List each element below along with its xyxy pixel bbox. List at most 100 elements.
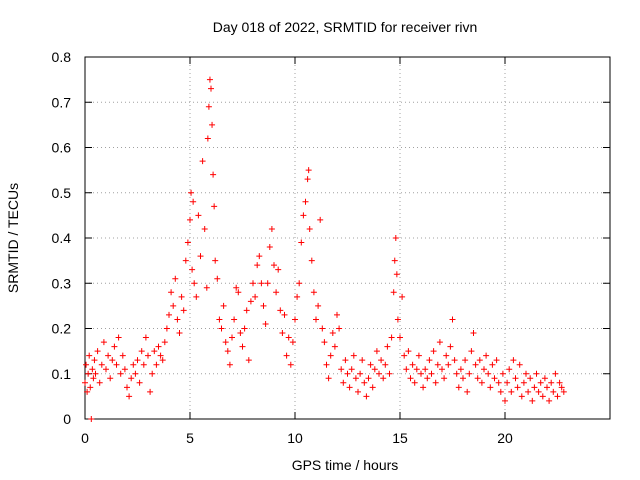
data-point xyxy=(539,393,546,400)
data-point xyxy=(214,275,221,282)
data-point xyxy=(323,361,330,368)
data-point xyxy=(222,339,229,346)
data-point xyxy=(382,361,389,368)
data-point xyxy=(124,384,130,391)
data-point xyxy=(113,361,120,368)
data-point xyxy=(457,366,464,373)
data-point xyxy=(266,244,273,251)
data-point xyxy=(474,375,481,382)
data-point xyxy=(89,366,96,373)
data-point xyxy=(472,361,479,368)
data-point xyxy=(523,370,529,377)
data-point xyxy=(233,284,240,291)
data-point xyxy=(296,280,303,287)
data-point xyxy=(331,343,338,350)
data-point xyxy=(371,366,378,373)
data-point xyxy=(428,370,435,377)
data-point xyxy=(262,320,269,327)
data-point xyxy=(529,397,536,404)
y-tick-label: 0 xyxy=(63,411,71,427)
data-point xyxy=(315,302,322,309)
data-point xyxy=(413,366,420,373)
data-point xyxy=(386,370,393,377)
data-point xyxy=(546,397,553,404)
data-point xyxy=(439,366,445,373)
data-point xyxy=(103,366,109,373)
x-tick-label: 0 xyxy=(81,430,89,446)
data-point xyxy=(84,388,91,395)
data-point xyxy=(206,76,213,83)
data-point xyxy=(415,352,422,359)
data-point xyxy=(531,384,538,391)
data-point xyxy=(516,361,523,368)
data-point xyxy=(180,307,187,314)
data-point xyxy=(199,158,206,165)
data-point xyxy=(363,393,370,400)
data-point xyxy=(211,203,218,210)
data-point xyxy=(245,357,252,364)
data-point xyxy=(190,198,197,205)
data-point xyxy=(552,370,559,377)
data-point xyxy=(281,311,288,318)
data-point xyxy=(397,334,403,341)
data-point xyxy=(443,352,450,359)
data-point xyxy=(560,388,567,395)
data-point xyxy=(365,375,372,382)
data-point xyxy=(247,298,254,305)
data-point xyxy=(258,280,265,287)
data-point xyxy=(218,325,225,332)
data-point xyxy=(172,275,179,282)
data-point xyxy=(380,375,387,382)
data-point xyxy=(229,334,235,341)
data-point xyxy=(100,339,107,346)
data-point xyxy=(96,379,103,386)
data-point xyxy=(520,379,527,386)
data-point xyxy=(390,289,397,296)
data-point xyxy=(195,212,202,219)
data-point xyxy=(220,302,227,309)
y-tick-label: 0.8 xyxy=(52,49,72,65)
data-point xyxy=(525,388,532,395)
data-point xyxy=(418,370,424,377)
data-point xyxy=(168,289,175,296)
data-point xyxy=(302,198,309,205)
data-point xyxy=(147,388,154,395)
data-point xyxy=(82,379,88,386)
y-tick-label: 0.3 xyxy=(52,275,72,291)
data-point xyxy=(151,348,158,355)
data-point xyxy=(478,379,485,386)
data-point xyxy=(287,361,294,368)
data-point xyxy=(399,293,406,300)
data-point xyxy=(166,311,172,318)
data-point xyxy=(441,375,448,382)
data-point xyxy=(161,339,168,346)
data-point xyxy=(205,103,212,110)
data-point xyxy=(237,330,244,337)
data-point xyxy=(533,370,540,377)
data-point xyxy=(405,348,412,355)
data-point xyxy=(105,352,112,359)
data-point xyxy=(376,370,382,377)
data-point xyxy=(430,348,437,355)
data-point xyxy=(342,357,349,364)
data-point xyxy=(204,135,211,142)
data-point xyxy=(355,388,361,395)
data-point xyxy=(464,388,471,395)
data-point xyxy=(210,171,217,178)
data-point xyxy=(476,357,483,364)
data-point xyxy=(224,348,231,355)
data-point xyxy=(388,334,395,341)
data-point xyxy=(256,253,263,260)
data-point xyxy=(481,366,487,373)
data-point xyxy=(159,357,166,364)
x-tick-label: 5 xyxy=(186,430,194,446)
data-point xyxy=(485,370,492,377)
data-point xyxy=(115,334,122,341)
data-point xyxy=(188,189,195,196)
data-point xyxy=(336,325,343,332)
data-point xyxy=(359,357,366,364)
data-point xyxy=(422,366,429,373)
data-point xyxy=(201,225,208,232)
data-point xyxy=(157,352,164,359)
data-point xyxy=(304,176,311,183)
